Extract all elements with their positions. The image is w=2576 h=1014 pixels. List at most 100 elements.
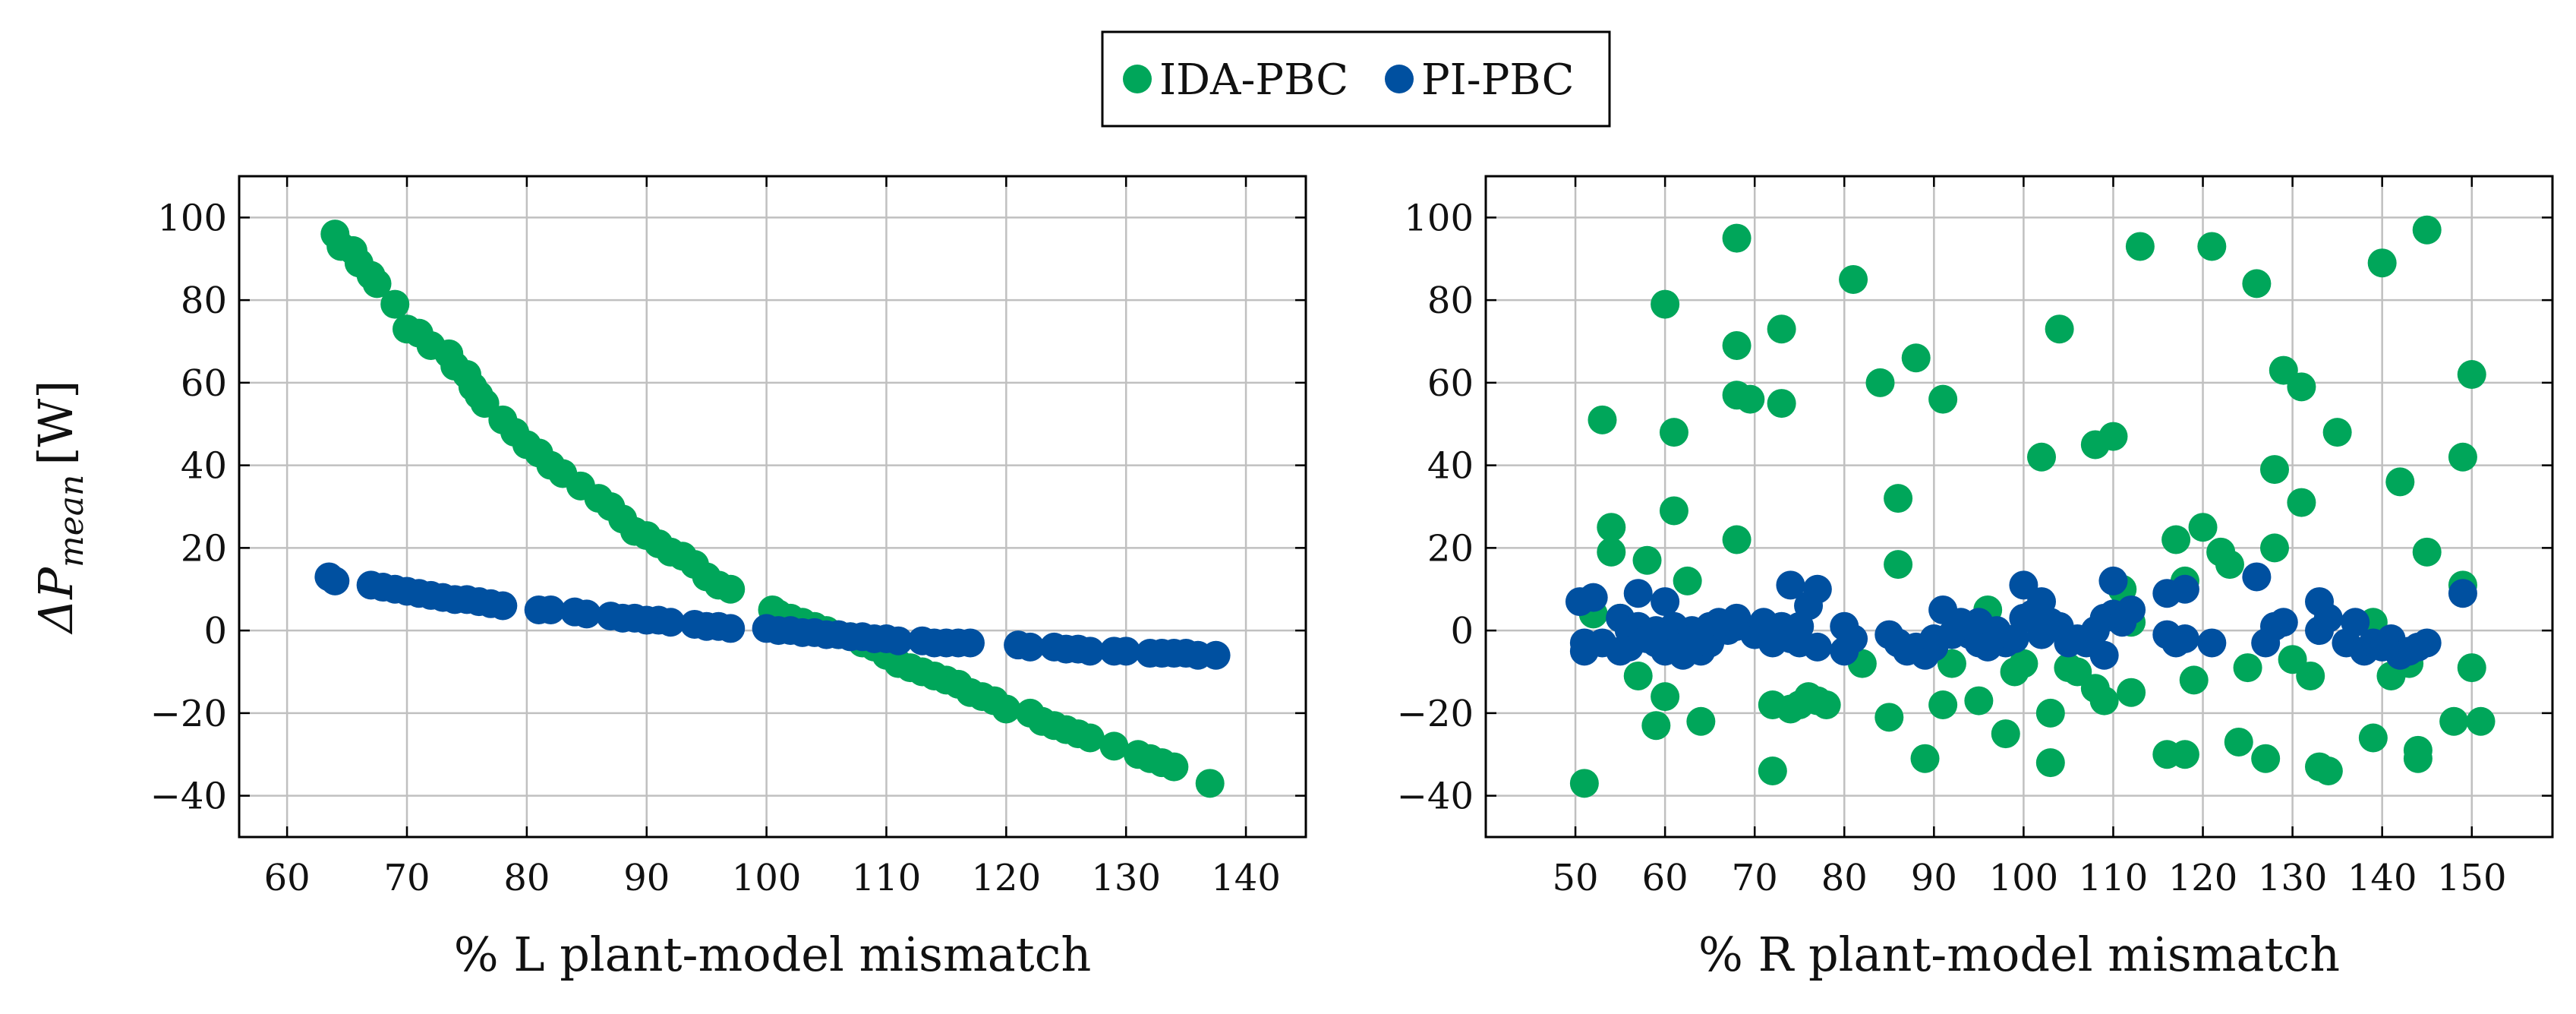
pi-pbc-point	[2170, 624, 2199, 653]
ida-pbc-point	[1651, 682, 1680, 712]
x-tick-label: 60	[264, 857, 311, 899]
ida-pbc-point	[2117, 678, 2146, 707]
x-tick-label: 130	[2258, 857, 2328, 899]
ida-pbc-point	[2242, 269, 2272, 299]
ida-pbc-point	[1673, 566, 1702, 595]
pi-pbc-point	[2170, 574, 2199, 604]
y-tick-label: 20	[181, 527, 227, 570]
points-layer	[314, 220, 1231, 798]
ida-pbc-point	[2215, 550, 2244, 580]
pi-pbc-point	[2098, 566, 2128, 595]
pi-pbc-point	[2412, 628, 2442, 658]
ida-pbc-point	[1928, 384, 1958, 414]
ida-pbc-point	[1865, 368, 1895, 397]
x-tick-label: 70	[383, 857, 430, 899]
ida-pbc-point	[1811, 690, 1841, 719]
ida-pbc-point	[992, 694, 1021, 724]
ida-pbc-point	[1767, 314, 1796, 344]
x-tick-label: 100	[732, 857, 802, 899]
ida-pbc-point	[2412, 215, 2442, 245]
ida-pbc-point	[1964, 686, 1994, 715]
ida-pbc-point	[362, 269, 392, 299]
ida-pbc-point	[2170, 740, 2199, 769]
ida-pbc-point	[1839, 264, 1868, 294]
ida-pbc-point	[2287, 372, 2316, 402]
ida-pbc-point	[2188, 513, 2218, 542]
ida-pbc-point	[1901, 343, 1931, 373]
pi-pbc-point	[656, 608, 686, 637]
x-tick-label: 80	[503, 857, 550, 899]
ida-pbc-point	[1928, 690, 1958, 719]
pi-pbc-point	[572, 599, 601, 629]
ida-pbc-point	[2358, 723, 2388, 753]
pi-pbc-point	[2313, 603, 2343, 633]
ida-pbc-point	[2179, 665, 2209, 695]
pi-pbc-point	[1839, 624, 1868, 653]
y-tick-label: 0	[1450, 610, 1474, 652]
ida-pbc-point	[2251, 744, 2281, 773]
ida-pbc-point	[1641, 711, 1671, 741]
ida-pbc-point	[2403, 735, 2433, 765]
ida-pbc-point	[1569, 769, 1599, 798]
ida-pbc-point	[2367, 248, 2397, 278]
ida-pbc-point	[2259, 455, 2289, 485]
ida-pbc-point	[2197, 232, 2227, 261]
y-tick-label: 100	[1404, 197, 1474, 239]
ida-pbc-point	[2233, 653, 2262, 683]
pi-pbc-point	[2448, 579, 2477, 608]
ida-pbc-point	[1758, 757, 1787, 785]
x-tick-label: 70	[1732, 857, 1778, 899]
ida-pbc-point	[2287, 488, 2316, 517]
pi-pbc-point	[320, 566, 350, 595]
y-tick-label: 0	[203, 610, 227, 652]
ida-pbc-point	[2125, 232, 2155, 261]
legend-label-ida: IDA-PBC	[1159, 55, 1348, 105]
x-tick-label: 130	[1091, 857, 1161, 899]
ida-pbc-point	[1159, 752, 1189, 782]
y-axis-label: ΔPmean [W]	[28, 381, 91, 635]
legend-marker-ida	[1123, 65, 1152, 93]
y-tick-label: 80	[181, 280, 227, 322]
ida-pbc-point	[1767, 389, 1796, 419]
ida-pbc-point	[2439, 706, 2469, 736]
ida-pbc-point	[1686, 706, 1716, 736]
pi-pbc-point	[1802, 574, 1832, 604]
ida-pbc-point	[2296, 661, 2325, 690]
pi-pbc-point	[955, 628, 985, 658]
axes-frame	[1484, 175, 2554, 839]
y-axis-label-unit: [W]	[28, 381, 84, 466]
pi-pbc-point	[1776, 570, 1805, 600]
ida-pbc-point	[1736, 384, 1765, 414]
ida-pbc-point	[1910, 744, 1940, 773]
ida-pbc-point	[1874, 703, 1904, 732]
plot-area	[239, 176, 1306, 837]
pi-pbc-point	[488, 591, 518, 621]
ida-pbc-point	[2448, 442, 2477, 472]
pi-pbc-point	[1623, 579, 1653, 608]
ida-pbc-point	[1659, 418, 1688, 447]
legend: IDA-PBC PI-PBC	[1101, 30, 1611, 128]
ida-pbc-point	[380, 289, 410, 319]
x-tick-label: 120	[2168, 857, 2238, 899]
y-tick-label: −40	[150, 776, 227, 818]
ida-pbc-point	[2027, 442, 2057, 472]
pi-pbc-point	[2242, 562, 2272, 592]
ida-pbc-point	[2224, 727, 2253, 757]
ida-pbc-point	[2035, 698, 2065, 728]
ida-pbc-point	[2035, 748, 2065, 778]
ida-pbc-point	[1597, 513, 1626, 542]
x-tick-label: 90	[623, 857, 670, 899]
ida-pbc-point	[2466, 706, 2496, 736]
chart-right: 50 60 70 80 90 100 110 120 130 140 150 −40 −20 0 20 40 6…	[1397, 175, 2554, 982]
y-tick-label: −40	[1397, 776, 1474, 818]
ida-pbc-point	[2009, 649, 2038, 678]
legend-box	[1101, 30, 1611, 128]
x-tick-label: 90	[1911, 857, 1957, 899]
x-tick-label: 140	[1211, 857, 1281, 899]
x-tick-label: 140	[2347, 857, 2417, 899]
axes-frame	[238, 175, 1307, 839]
pi-pbc-point	[1651, 587, 1680, 617]
ida-pbc-point	[1588, 405, 1617, 434]
